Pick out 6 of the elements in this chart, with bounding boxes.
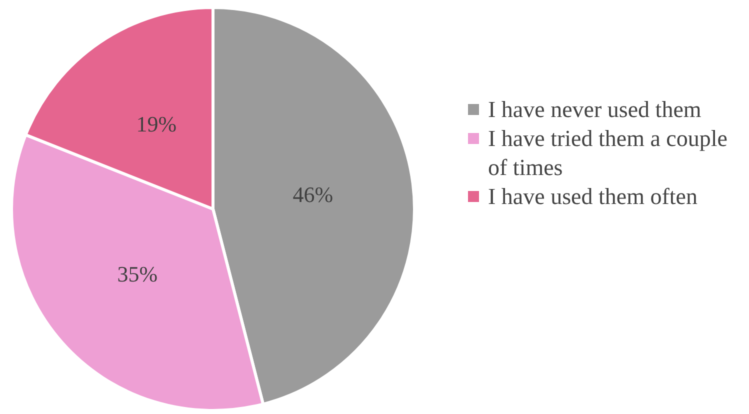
data-label: 19%: [136, 111, 177, 136]
legend-label: I have tried them a couple of times: [488, 125, 728, 182]
data-label: 35%: [117, 261, 158, 286]
legend-label: I have used them often: [488, 183, 698, 211]
legend-label: I have never used them: [488, 96, 702, 124]
data-label: 46%: [292, 182, 334, 208]
